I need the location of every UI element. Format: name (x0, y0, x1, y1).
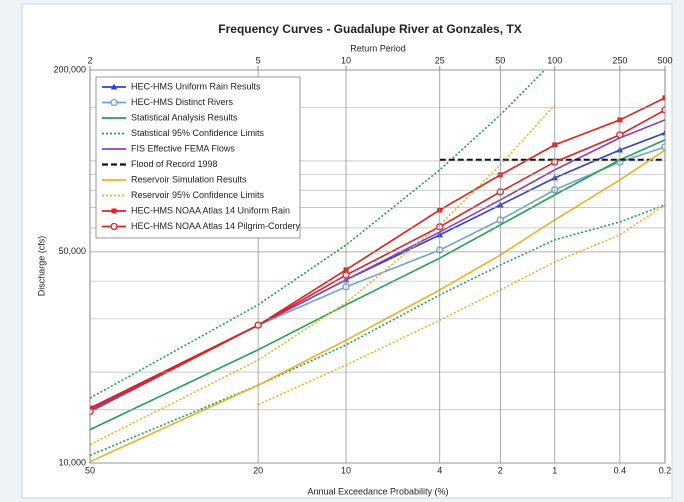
data-point (661, 106, 665, 114)
legend-marker (110, 222, 118, 231)
series-line (90, 70, 546, 399)
x-tick-label: 0.4 (614, 465, 627, 475)
series-line (90, 139, 665, 431)
legend-label: Flood of Record 1998 (131, 159, 218, 169)
legend-label: Reservoir 95% Confidence Limits (131, 190, 265, 200)
series-line (90, 149, 665, 463)
x-axis-label: Annual Exceedance Probability (%) (307, 486, 448, 496)
series-line (90, 104, 556, 446)
legend-label: HEC-HMS NOAA Atlas 14 Uniform Rain (131, 205, 290, 215)
y-axis-label: Discharge (cfs) (36, 236, 46, 297)
x2-tick-label: 2 (87, 55, 92, 65)
series-line (90, 109, 665, 413)
data-point (662, 95, 665, 101)
x-tick-label: 1 (552, 465, 557, 475)
legend-box (95, 76, 301, 239)
x-tick-label: 20 (253, 465, 263, 475)
x-tick-label: 2 (498, 465, 503, 475)
x2-tick-label: 50 (495, 55, 505, 65)
legend-label: HEC-HMS Uniform Rain Results (131, 81, 261, 91)
x-tick-label: 0.2 (659, 465, 672, 475)
x-tick-label: 50 (85, 465, 95, 475)
x2-tick-label: 5 (256, 55, 261, 65)
x-tick-label: 10 (341, 465, 351, 475)
series-line (90, 204, 665, 457)
legend-label: Reservoir Simulation Results (131, 174, 247, 184)
legend-label: FIS Effective FEMA Flows (131, 143, 235, 153)
y-tick-label: 50,000 (58, 246, 86, 256)
data-point (661, 129, 665, 136)
legend-marker (110, 98, 118, 107)
legend-marker (111, 208, 117, 214)
legend-label: HEC-HMS Distinct Rivers (131, 97, 234, 107)
y-tick-label: 10,000 (58, 457, 86, 467)
legend: HEC-HMS Uniform Rain Results HEC-HMS Dist… (95, 76, 301, 239)
x2-tick-label: 100 (547, 55, 562, 65)
x2-axis-label: Return Period (350, 43, 406, 53)
x2-tick-label: 500 (657, 55, 672, 65)
data-point (661, 143, 665, 151)
x2-tick-label: 10 (341, 55, 351, 65)
x-tick-label: 4 (437, 465, 442, 475)
data-point (90, 405, 93, 411)
legend-label: Statistical Analysis Results (131, 112, 238, 122)
legend-marker (110, 83, 118, 90)
legend-label: HEC-HMS NOAA Atlas 14 Pilgrim-Cordery (131, 221, 301, 231)
legend-label: Statistical 95% Confidence Limits (131, 128, 265, 138)
x2-tick-label: 25 (435, 55, 445, 65)
x2-tick-label: 250 (612, 55, 627, 65)
chart-title: Frequency Curves - Guadalupe River at Go… (218, 22, 521, 36)
y-tick-label: 200,000 (53, 64, 86, 74)
